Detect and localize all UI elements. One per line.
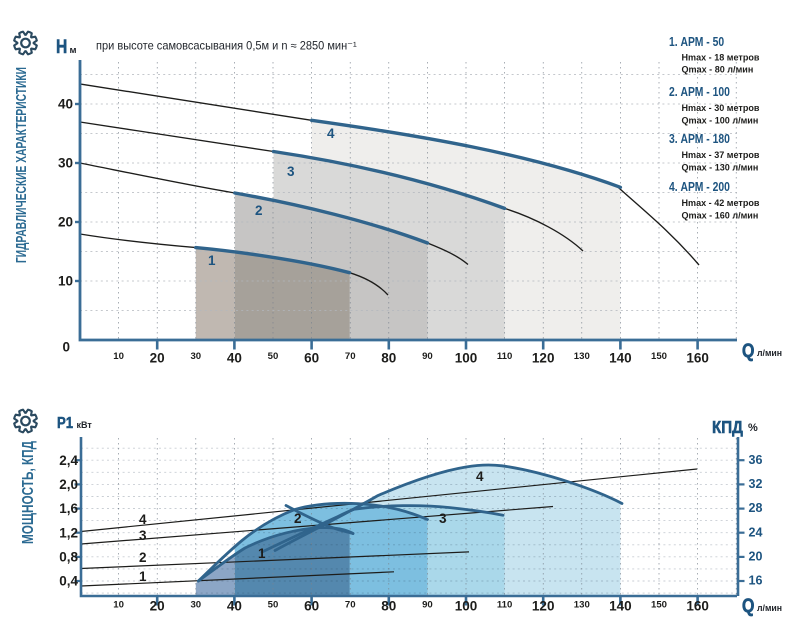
svg-text:30: 30 [58, 156, 73, 171]
svg-text:4: 4 [139, 512, 147, 527]
svg-text:10: 10 [58, 274, 73, 289]
svg-text:при высоте самовсасывания 0,5м: при высоте самовсасывания 0,5м и n ≈ 285… [96, 40, 357, 52]
svg-text:H: H [56, 36, 67, 58]
svg-text:80: 80 [381, 351, 396, 366]
svg-text:60: 60 [304, 599, 319, 614]
svg-text:кВт: кВт [77, 420, 93, 430]
svg-text:Hmax - 37 метров: Hmax - 37 метров [682, 150, 760, 160]
svg-text:Hmax - 30 метров: Hmax - 30 метров [682, 103, 760, 113]
svg-text:100: 100 [455, 599, 478, 614]
svg-text:Q: Q [742, 595, 754, 617]
svg-text:%: % [748, 422, 758, 434]
svg-text:л/мин: л/мин [757, 603, 782, 613]
svg-text:20: 20 [150, 351, 165, 366]
svg-text:16: 16 [749, 574, 763, 588]
svg-text:40: 40 [227, 599, 242, 614]
svg-text:70: 70 [345, 351, 356, 362]
svg-text:10: 10 [113, 600, 124, 611]
svg-text:1,2: 1,2 [59, 525, 78, 540]
svg-text:20: 20 [749, 550, 763, 564]
svg-text:20: 20 [58, 215, 73, 230]
svg-text:120: 120 [532, 599, 555, 614]
svg-text:2: 2 [255, 203, 263, 218]
svg-text:1: 1 [139, 569, 147, 584]
svg-text:10: 10 [113, 351, 124, 362]
svg-text:1: 1 [208, 253, 216, 268]
svg-text:Qmax - 80 л/мин: Qmax - 80 л/мин [682, 64, 754, 74]
svg-text:2,0: 2,0 [59, 477, 78, 492]
svg-text:90: 90 [422, 351, 433, 362]
svg-text:150: 150 [651, 600, 667, 611]
svg-text:Hmax - 18 метров: Hmax - 18 метров [682, 52, 760, 62]
svg-text:110: 110 [497, 600, 512, 611]
svg-text:л/мин: л/мин [757, 348, 782, 358]
svg-text:3. АРМ - 180: 3. АРМ - 180 [669, 133, 730, 146]
svg-text:20: 20 [150, 599, 165, 614]
svg-text:40: 40 [227, 351, 242, 366]
svg-text:4: 4 [327, 126, 335, 141]
svg-text:160: 160 [686, 351, 709, 366]
svg-text:1. АРМ - 50: 1. АРМ - 50 [669, 36, 724, 49]
svg-text:130: 130 [574, 351, 590, 362]
svg-text:ГИДРАВЛИЧЕСКИЕ ХАРАКТЕРИСТИКИ: ГИДРАВЛИЧЕСКИЕ ХАРАКТЕРИСТИКИ [13, 67, 30, 263]
svg-text:150: 150 [651, 351, 667, 362]
svg-text:МОЩНОСТЬ, КПД: МОЩНОСТЬ, КПД [20, 441, 37, 544]
svg-text:40: 40 [58, 97, 73, 112]
svg-text:P1: P1 [57, 415, 73, 432]
svg-text:110: 110 [497, 351, 512, 362]
svg-text:100: 100 [455, 351, 478, 366]
svg-text:0,4: 0,4 [59, 574, 78, 589]
svg-text:80: 80 [381, 599, 396, 614]
svg-text:4: 4 [476, 469, 484, 484]
svg-text:1,6: 1,6 [59, 501, 78, 516]
svg-text:3: 3 [287, 164, 295, 179]
svg-text:32: 32 [749, 477, 763, 491]
svg-text:Q: Q [742, 340, 754, 362]
svg-text:Qmax - 100 л/мин: Qmax - 100 л/мин [682, 115, 759, 125]
svg-text:КПД: КПД [712, 417, 743, 438]
svg-text:2: 2 [139, 550, 147, 565]
svg-text:Qmax - 160 л/мин: Qmax - 160 л/мин [682, 210, 759, 220]
svg-text:Hmax - 42 метров: Hmax - 42 метров [682, 198, 760, 208]
svg-text:36: 36 [749, 453, 763, 467]
svg-text:28: 28 [749, 501, 763, 515]
svg-text:м: м [70, 45, 77, 56]
svg-text:30: 30 [190, 351, 201, 362]
svg-text:0,8: 0,8 [59, 550, 78, 565]
svg-text:3: 3 [139, 528, 147, 543]
svg-text:160: 160 [686, 599, 709, 614]
svg-text:Qmax - 130 л/мин: Qmax - 130 л/мин [682, 162, 759, 172]
svg-text:1: 1 [258, 546, 266, 561]
svg-text:2,4: 2,4 [59, 453, 78, 468]
svg-text:70: 70 [345, 600, 356, 611]
svg-text:130: 130 [574, 600, 590, 611]
svg-text:4. АРМ - 200: 4. АРМ - 200 [669, 181, 730, 194]
svg-text:24: 24 [749, 525, 763, 539]
svg-text:50: 50 [268, 600, 279, 611]
svg-text:140: 140 [609, 351, 632, 366]
svg-text:50: 50 [268, 351, 279, 362]
svg-text:90: 90 [422, 600, 433, 611]
svg-text:2: 2 [294, 511, 302, 526]
svg-text:120: 120 [532, 351, 555, 366]
svg-text:2. АРМ - 100: 2. АРМ - 100 [669, 86, 730, 99]
svg-text:140: 140 [609, 599, 632, 614]
svg-text:30: 30 [190, 600, 201, 611]
svg-text:3: 3 [439, 511, 447, 526]
svg-text:60: 60 [304, 351, 319, 366]
svg-text:0: 0 [62, 340, 70, 355]
